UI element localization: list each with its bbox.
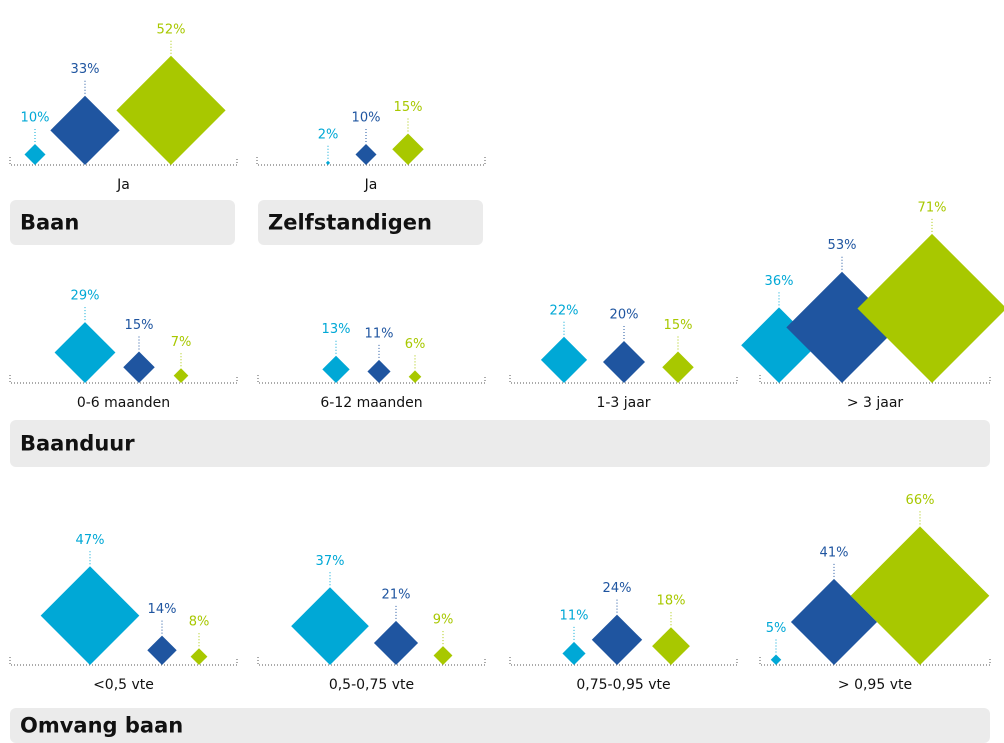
category-label: > 3 jaar [847,395,904,411]
baseline-bracket [257,657,486,666]
value-label: 66% [906,493,935,508]
diamond [603,341,645,383]
section-box [258,200,483,245]
baseline-bracket [9,157,238,166]
diamond [850,526,990,665]
diamond [147,635,177,665]
category-label: 0-6 maanden [77,395,170,411]
baseline-bracket [256,157,486,166]
section-box [10,708,990,743]
diamond [291,587,369,665]
diamond [433,646,453,665]
value-label: 15% [125,318,154,333]
value-label: 10% [352,111,381,126]
baseline-bracket [9,657,238,666]
diamond [652,627,690,665]
value-label: 15% [664,318,693,333]
diamond [562,641,586,665]
category-label: <0,5 vte [93,677,154,693]
value-label: 22% [550,303,579,318]
diamond [54,322,116,383]
value-label: 21% [382,587,411,602]
diamond [116,55,226,165]
value-label: 41% [820,545,849,560]
value-label: 11% [365,326,394,341]
category-label: 0,75-0,95 vte [576,677,670,693]
diamond [322,355,350,383]
value-label: 6% [405,337,426,352]
value-label: 37% [316,554,345,569]
diamond [540,336,588,383]
diamond [190,648,208,665]
value-label: 5% [766,621,787,636]
section-title: Baanduur [20,432,135,456]
category-label: 1-3 jaar [596,395,650,411]
value-label: 33% [71,62,100,77]
diamond [591,614,643,665]
value-label: 18% [657,594,686,609]
value-label: 8% [189,615,210,630]
diamond [123,351,155,383]
baseline-bracket [257,375,486,384]
diamond [741,307,817,383]
diamond [40,566,140,665]
baseline-bracket [509,657,738,666]
category-label: 0,5-0,75 vte [329,677,414,693]
diamond [367,359,391,383]
diamond [50,95,120,165]
baseline-bracket [9,375,238,384]
category-label: Ja [364,177,378,193]
value-label: 53% [828,238,857,253]
value-label: 10% [21,111,50,126]
diamond [857,233,1004,383]
value-label: 2% [318,127,339,142]
value-label: 9% [433,613,454,628]
category-label: 6-12 maanden [320,395,422,411]
diamond [325,160,331,165]
value-label: 52% [157,22,186,37]
baseline-bracket [759,657,991,666]
value-label: 20% [610,308,639,323]
baseline-bracket [509,375,738,384]
diamond [355,144,377,165]
value-label: 11% [560,608,589,623]
section-box [10,200,235,245]
value-label: 71% [918,200,947,215]
diamond [173,368,189,383]
diamond [662,351,694,383]
category-label: Ja [116,177,130,193]
value-label: 14% [148,602,177,617]
value-label: 24% [603,581,632,596]
diamond [24,144,46,165]
value-label: 7% [171,335,192,350]
diamond [408,370,422,383]
value-label: 47% [76,533,105,548]
section-title: Zelfstandigen [268,211,432,235]
section-title: Omvang baan [20,714,183,738]
section-box [10,420,990,467]
baseline-bracket [759,375,991,384]
value-label: 15% [394,100,423,115]
diamond [770,654,782,665]
section-title: Baan [20,211,79,235]
value-label: 13% [322,322,351,337]
diamond [392,133,424,165]
diamond [373,620,419,665]
category-label: > 0,95 vte [838,677,912,693]
value-label: 29% [71,289,100,304]
value-label: 36% [765,274,794,289]
